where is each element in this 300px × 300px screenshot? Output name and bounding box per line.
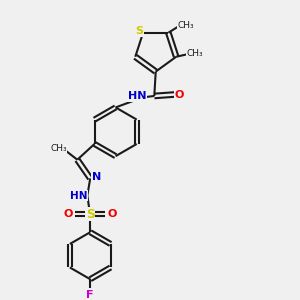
Text: S: S	[86, 208, 95, 221]
Text: N: N	[92, 172, 101, 182]
Text: HN: HN	[128, 91, 146, 101]
Text: CH₃: CH₃	[187, 50, 203, 58]
Text: O: O	[175, 89, 184, 100]
Text: HN: HN	[70, 190, 88, 200]
Text: CH₃: CH₃	[177, 21, 194, 30]
Text: S: S	[136, 26, 144, 36]
Text: O: O	[108, 209, 117, 219]
Text: O: O	[63, 209, 73, 219]
Text: F: F	[86, 290, 94, 300]
Text: CH₃: CH₃	[50, 144, 67, 153]
